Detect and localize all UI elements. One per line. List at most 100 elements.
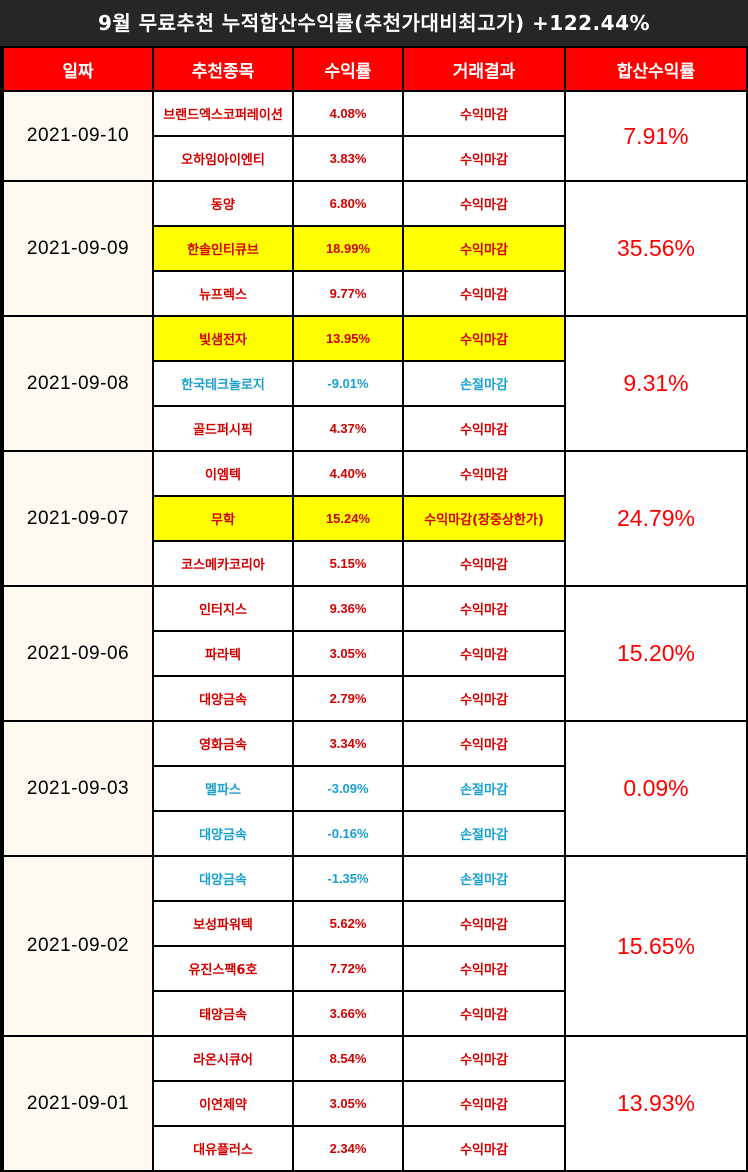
total-return-cell: 15.20%: [564, 585, 748, 722]
total-return-cell: 24.79%: [564, 450, 748, 587]
table-row: 뉴프렉스 9.77% 수익마감: [3, 270, 747, 317]
table-row: 보성파워텍 5.62% 수익마감: [3, 900, 747, 947]
return-rate-cell: 7.72%: [292, 945, 404, 992]
total-return-cell: 7.91%: [564, 90, 748, 182]
return-rate-cell: 5.15%: [292, 540, 404, 587]
return-rate-cell: 4.37%: [292, 405, 404, 452]
date-cell: 2021-09-09: [2, 180, 154, 317]
table-row: 파라텍 3.05% 수익마감: [3, 630, 747, 677]
trade-result-cell: 수익마감: [402, 585, 566, 632]
return-rate-cell: 13.95%: [292, 315, 404, 362]
trade-result-cell: 수익마감: [402, 315, 566, 362]
trade-result-cell: 수익마감: [402, 225, 566, 272]
return-rate-cell: -0.16%: [292, 810, 404, 857]
stock-name-cell: 코스메카코리아: [152, 540, 294, 587]
stock-name-cell: 보성파워텍: [152, 900, 294, 947]
trade-result-cell: 손절마감: [402, 765, 566, 812]
table-row: 이연제약 3.05% 수익마감: [3, 1080, 747, 1127]
column-header-rate: 수익률: [292, 46, 404, 92]
date-cell: 2021-09-07: [2, 450, 154, 587]
return-rate-cell: -9.01%: [292, 360, 404, 407]
return-rate-cell: 2.34%: [292, 1125, 404, 1172]
trade-result-cell: 수익마감: [402, 450, 566, 497]
trade-result-cell: 수익마감(장중상한가): [402, 495, 566, 542]
trade-result-cell: 수익마감: [402, 135, 566, 182]
table-row: 2021-09-02 대양금속 -1.35% 손절마감 15.65%: [2, 855, 748, 1037]
total-return-cell: 0.09%: [564, 720, 748, 857]
trade-result-cell: 수익마감: [402, 990, 566, 1037]
stock-name-cell: 한국테크놀로지: [152, 360, 294, 407]
table-row: 무학 15.24% 수익마감(장중상한가): [3, 495, 747, 542]
table-row: 골드퍼시픽 4.37% 수익마감: [3, 405, 747, 452]
return-rate-cell: 3.05%: [292, 630, 404, 677]
results-table: 일짜 추천종목 수익률 거래결과 합산수익률 2021-09-10 브랜드엑스코퍼…: [2, 46, 748, 1172]
stock-name-cell: 빛샘전자: [152, 315, 294, 362]
trade-result-cell: 수익마감: [402, 720, 566, 767]
trade-result-cell: 수익마감: [402, 630, 566, 677]
return-rate-cell: 18.99%: [292, 225, 404, 272]
table-row: 2021-09-09 동양 6.80% 수익마감 35.56%: [2, 180, 748, 317]
date-cell: 2021-09-10: [2, 90, 154, 182]
stock-name-cell: 멜파스: [152, 765, 294, 812]
return-rate-cell: 3.83%: [292, 135, 404, 182]
table-row: 한국테크놀로지 -9.01% 손절마감: [3, 360, 747, 407]
stock-name-cell: 대유플러스: [152, 1125, 294, 1172]
table-row: 대양금속 -0.16% 손절마감: [3, 810, 747, 857]
table-row: 대양금속 2.79% 수익마감: [3, 675, 747, 722]
return-rate-cell: 4.08%: [292, 90, 404, 137]
return-rate-cell: 8.54%: [292, 1035, 404, 1082]
total-return-cell: 9.31%: [564, 315, 748, 452]
trade-result-cell: 수익마감: [402, 900, 566, 947]
stock-name-cell: 골드퍼시픽: [152, 405, 294, 452]
trade-result-cell: 손절마감: [402, 360, 566, 407]
table-row: 2021-09-10 브랜드엑스코퍼레이션 4.08% 수익마감 7.91%: [2, 90, 748, 182]
table-row: 한솔인티큐브 18.99% 수익마감: [3, 225, 747, 272]
trade-result-cell: 수익마감: [402, 1080, 566, 1127]
trade-result-cell: 손절마감: [402, 810, 566, 857]
date-cell: 2021-09-08: [2, 315, 154, 452]
total-return-cell: 35.56%: [564, 180, 748, 317]
trade-result-cell: 손절마감: [402, 855, 566, 902]
table-row: 코스메카코리아 5.15% 수익마감: [3, 540, 747, 587]
trade-result-cell: 수익마감: [402, 90, 566, 137]
stock-name-cell: 영화금속: [152, 720, 294, 767]
column-header-stock: 추천종목: [152, 46, 294, 92]
trade-result-cell: 수익마감: [402, 540, 566, 587]
table-row: 2021-09-06 인터지스 9.36% 수익마감 15.20%: [2, 585, 748, 722]
trade-result-cell: 수익마감: [402, 1035, 566, 1082]
stock-name-cell: 파라텍: [152, 630, 294, 677]
return-rate-cell: 9.77%: [292, 270, 404, 317]
return-rate-cell: -1.35%: [292, 855, 404, 902]
total-return-cell: 15.65%: [564, 855, 748, 1037]
stock-name-cell: 라온시큐어: [152, 1035, 294, 1082]
stock-name-cell: 무학: [152, 495, 294, 542]
trade-result-cell: 수익마감: [402, 1125, 566, 1172]
total-return-cell: 13.93%: [564, 1035, 748, 1172]
trade-result-cell: 수익마감: [402, 945, 566, 992]
return-rate-cell: 6.80%: [292, 180, 404, 227]
table-header-row: 일짜 추천종목 수익률 거래결과 합산수익률: [2, 46, 748, 92]
stock-name-cell: 이엠텍: [152, 450, 294, 497]
table-body: 2021-09-10 브랜드엑스코퍼레이션 4.08% 수익마감 7.91% 오하임아이엔…: [2, 90, 748, 1172]
table-row: 2021-09-03 영화금속 3.34% 수익마감 0.09%: [2, 720, 748, 857]
return-rate-cell: -3.09%: [292, 765, 404, 812]
stock-name-cell: 태양금속: [152, 990, 294, 1037]
trade-result-cell: 수익마감: [402, 270, 566, 317]
date-cell: 2021-09-06: [2, 585, 154, 722]
return-rate-cell: 4.40%: [292, 450, 404, 497]
stock-name-cell: 인터지스: [152, 585, 294, 632]
table-row: 2021-09-07 이엠텍 4.40% 수익마감 24.79%: [2, 450, 748, 587]
trade-result-cell: 수익마감: [402, 180, 566, 227]
table-row: 멜파스 -3.09% 손절마감: [3, 765, 747, 812]
column-header-total: 합산수익률: [564, 46, 748, 92]
stock-name-cell: 오하임아이엔티: [152, 135, 294, 182]
date-cell: 2021-09-03: [2, 720, 154, 857]
stock-name-cell: 대양금속: [152, 810, 294, 857]
table-row: 2021-09-08 빛샘전자 13.95% 수익마감 9.31%: [2, 315, 748, 452]
column-header-date: 일짜: [2, 46, 154, 92]
table-row: 대유플러스 2.34% 수익마감: [3, 1125, 747, 1172]
stock-name-cell: 한솔인티큐브: [152, 225, 294, 272]
return-rate-cell: 3.66%: [292, 990, 404, 1037]
return-rate-cell: 9.36%: [292, 585, 404, 632]
